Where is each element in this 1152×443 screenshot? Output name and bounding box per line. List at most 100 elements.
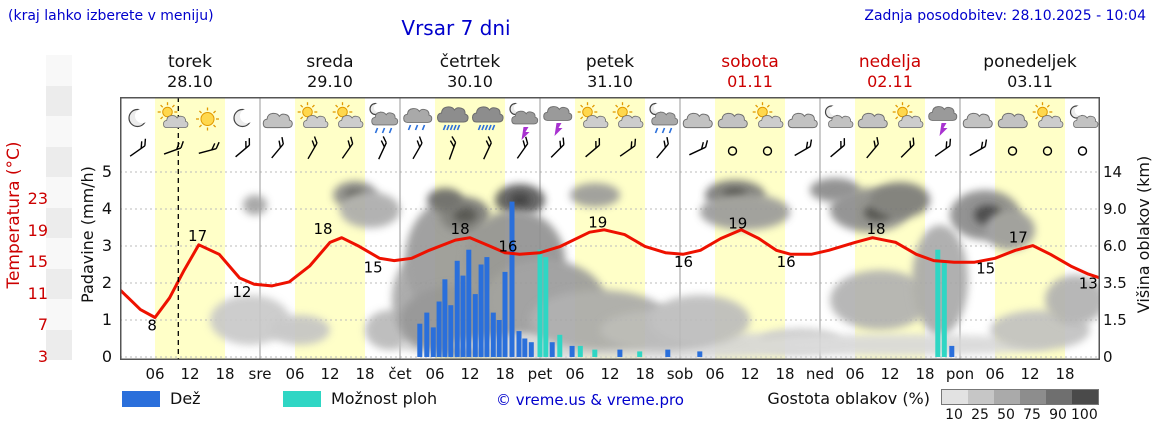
svg-text:17: 17 [1009,229,1028,247]
density-shade [1072,390,1098,404]
precip-tick: 3 [101,236,112,255]
weather-icons-row [128,102,1099,140]
temp-tick: 23 [27,189,48,208]
x-axis: 06 12 18 06 12 18 06 12 18 06 12 18 06 12 18 06 12 18 06 12… [0,365,1152,385]
time-label[interactable]: 18 [915,365,935,383]
day-abbrev[interactable]: ned [805,365,835,383]
density-tick: 25 [971,407,989,423]
svg-text:15: 15 [364,259,383,277]
day-abbrev[interactable]: sre [248,365,272,383]
day-name: sreda [306,52,354,72]
shower-legend-label: Možnost ploh [331,389,438,408]
density-tick: 100 [1071,407,1098,423]
day-date: 31.10 [587,72,633,91]
day-date: 29.10 [307,72,353,91]
time-label[interactable]: 06 [565,365,585,383]
time-label[interactable]: 06 [285,365,305,383]
density-shade [994,390,1020,404]
cloud-height-tick: 9.0 [1103,200,1127,218]
time-label[interactable]: 06 [845,365,865,383]
time-label[interactable]: 18 [495,365,515,383]
copyright-link[interactable]: © vreme.us & vreme.pro [496,391,684,409]
wind-barbs-row [129,136,1088,160]
day-abbrev[interactable]: pon [945,365,975,383]
cloud-density-label: Gostota oblakov (%) [767,389,930,408]
time-label[interactable]: 12 [320,365,340,383]
day-name: četrtek [439,52,501,72]
day-date: 30.10 [447,72,493,91]
cloud-density-scale [941,389,1099,405]
time-label[interactable]: 18 [635,365,655,383]
time-label[interactable]: 12 [740,365,760,383]
time-label[interactable]: 12 [880,365,900,383]
svg-text:16: 16 [777,253,796,271]
time-label[interactable]: 12 [600,365,620,383]
temp-tick: 15 [27,252,48,272]
day-date: 03.11 [1007,72,1053,91]
cloud-height-tick: 1.5 [1103,311,1127,329]
precip-tick: 0 [101,347,112,366]
page-title: Vrsar 7 dni [401,16,511,40]
temp-tick: 7 [37,315,48,335]
temp-strip-segment [46,116,72,147]
precip-tick: 2 [101,273,112,292]
time-label[interactable]: 12 [1020,365,1040,383]
svg-text:19: 19 [588,214,607,232]
day-date: 28.10 [167,72,213,91]
temp-scale-strip [46,55,72,360]
svg-text:8: 8 [147,316,157,334]
svg-text:19: 19 [728,215,747,233]
temp-strip-segment [46,329,72,360]
density-shade [1020,390,1046,404]
meteogram-plot: 8 17 12 18 15 18 16 19 16 19 16 18 15 17 13 [118,97,1105,360]
svg-text:12: 12 [232,283,251,301]
svg-text:13: 13 [1079,275,1098,293]
time-label[interactable]: 12 [180,365,200,383]
menu-hint: (kraj lahko izberete v meniju) [8,8,214,24]
time-label[interactable]: 18 [215,365,235,383]
density-tick: 10 [945,407,963,423]
temp-strip-segment [46,268,72,299]
time-label[interactable]: 06 [985,365,1005,383]
day-name: ponedeljek [983,52,1077,72]
day-date: 02.11 [867,72,913,91]
cloud-shapes [210,178,1105,359]
cloud-axis-label: Višina oblakov (km) [1134,155,1152,314]
day-abbrev[interactable]: sob [666,365,694,383]
temp-tick: 11 [27,283,48,303]
density-shade [968,390,994,404]
time-label[interactable]: 06 [705,365,725,383]
rain-legend-swatch [122,391,160,407]
precip-tick: 5 [101,162,112,181]
svg-text:18: 18 [451,220,470,238]
density-tick: 90 [1049,407,1067,423]
day-abbrev[interactable]: pet [527,365,553,383]
day-abbrev[interactable]: čet [388,365,412,383]
density-tick: 75 [1023,407,1041,423]
time-label[interactable]: 18 [355,365,375,383]
svg-text:16: 16 [498,237,517,255]
svg-text:18: 18 [313,220,332,238]
svg-text:15: 15 [976,260,995,278]
time-label[interactable]: 18 [1055,365,1075,383]
day-name: petek [585,52,635,72]
temp-tick: 19 [27,220,48,240]
plot-frame [120,97,1100,360]
precip-tick: 4 [101,199,112,218]
temp-strip-segment [46,207,72,238]
temp-strip-segment [46,238,72,269]
time-label[interactable]: 06 [425,365,445,383]
temp-strip-segment [46,55,72,86]
temp-strip-segment [46,146,72,177]
time-label[interactable]: 18 [775,365,795,383]
temp-tick: 3 [37,347,48,366]
density-tick: 50 [997,407,1015,423]
time-label[interactable]: 06 [145,365,165,383]
day-date: 01.11 [727,72,773,91]
temperature-line [118,228,1102,319]
density-shade [1046,390,1072,404]
day-name: torek [168,52,212,72]
time-label[interactable]: 12 [460,365,480,383]
density-shade [942,390,968,404]
